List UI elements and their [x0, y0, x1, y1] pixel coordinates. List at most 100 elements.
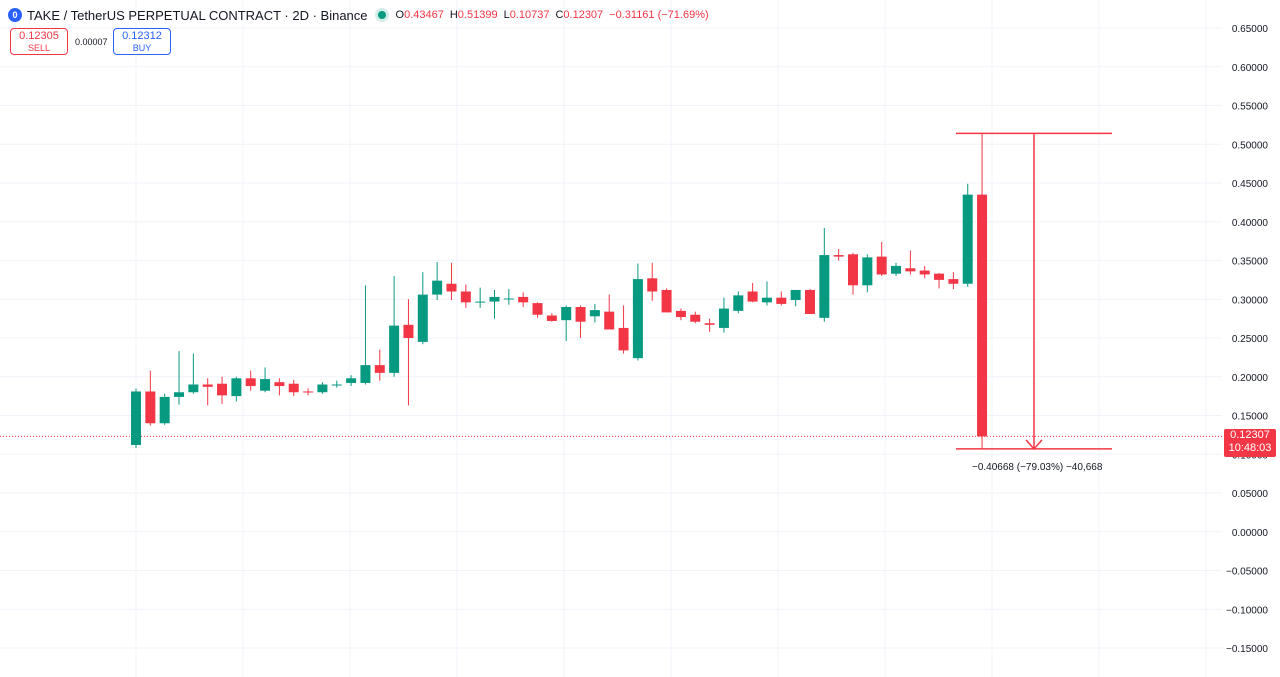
candle-body[interactable] [632, 279, 643, 359]
high-label: H [449, 9, 458, 21]
buy-label: BUY [132, 43, 152, 53]
candle-body[interactable] [575, 307, 586, 322]
candle-body[interactable] [432, 280, 443, 295]
candle-body[interactable] [274, 382, 285, 387]
candle-body[interactable] [231, 378, 242, 397]
candle-body[interactable] [618, 327, 629, 351]
candle-body[interactable] [862, 257, 873, 286]
axis-tick-label: 0.55000 [1232, 102, 1269, 113]
price-axis[interactable]: 0.65000 0.60000 0.55000 0.50000 0.45000 … [1226, 24, 1268, 655]
axis-tick-label: 0.20000 [1232, 373, 1269, 384]
axis-tick-label: 0.65000 [1232, 24, 1269, 35]
candle-body[interactable] [833, 255, 844, 257]
candle-body[interactable] [704, 323, 715, 325]
buy-button[interactable]: 0.12312 BUY [113, 28, 171, 55]
symbol-header: 0 TAKE / TetherUS PERPETUAL CONTRACT · 2… [8, 6, 709, 24]
low-value: 0.10737 [509, 9, 550, 21]
candle-body[interactable] [790, 289, 801, 301]
last-price-value: 0.12307 [1230, 429, 1270, 441]
candle-body[interactable] [317, 384, 328, 393]
candle-body[interactable] [417, 294, 428, 342]
candle-body[interactable] [131, 391, 141, 445]
axis-tick-label: 0.40000 [1232, 218, 1269, 229]
candle-body[interactable] [460, 291, 471, 303]
candle-body[interactable] [776, 297, 787, 304]
candle-body[interactable] [977, 194, 988, 437]
open-value: 0.43467 [404, 9, 444, 21]
candle-body[interactable] [747, 291, 758, 302]
candle-body[interactable] [245, 378, 256, 387]
measure-tool[interactable] [956, 132, 1112, 450]
candle-body[interactable] [532, 303, 543, 315]
axis-tick-label: 0.60000 [1232, 63, 1269, 74]
candle-body[interactable] [546, 315, 557, 321]
candle-body[interactable] [174, 392, 185, 397]
candle-body[interactable] [260, 379, 271, 391]
chart-grid [0, 0, 1222, 677]
candle-body[interactable] [848, 254, 858, 286]
candle-body[interactable] [389, 325, 400, 373]
axis-tick-label: 0.45000 [1232, 179, 1269, 190]
candle-body[interactable] [518, 296, 529, 303]
last-price-label: 0.12307 10:48:03 [1224, 429, 1276, 457]
candle-body[interactable] [589, 310, 600, 317]
candle-body[interactable] [819, 255, 830, 318]
candle-body[interactable] [188, 384, 199, 393]
candle-body[interactable] [331, 384, 342, 386]
candle-body[interactable] [718, 308, 729, 328]
candle-body[interactable] [346, 378, 357, 383]
measure-arrow-icon [1025, 439, 1043, 450]
sell-label: SELL [27, 43, 51, 53]
candle-body[interactable] [202, 384, 213, 387]
axis-tick-label: 0.00000 [1232, 528, 1269, 539]
candle-body[interactable] [661, 289, 672, 313]
open-label: O [395, 9, 405, 21]
candle-body[interactable] [446, 283, 457, 292]
candle-body[interactable] [804, 289, 815, 314]
candle-body[interactable] [675, 310, 686, 318]
axis-tick-label: −0.05000 [1226, 567, 1268, 578]
candle-body[interactable] [919, 270, 930, 275]
candle-body[interactable] [561, 307, 572, 321]
candle-body[interactable] [905, 268, 916, 272]
axis-tick-label: 0.50000 [1232, 140, 1269, 151]
candle-body[interactable] [733, 295, 744, 311]
candle-body[interactable] [604, 311, 615, 330]
candle-body[interactable] [145, 391, 156, 424]
axis-tick-label: 0.15000 [1232, 412, 1269, 423]
bar-countdown: 10:48:03 [1228, 442, 1272, 454]
candle-body[interactable] [690, 314, 701, 322]
candle-body[interactable] [303, 391, 314, 393]
candle-body[interactable] [891, 265, 902, 274]
axis-tick-label: −0.15000 [1226, 644, 1268, 655]
candle-body[interactable] [934, 273, 945, 280]
close-label: C [555, 9, 564, 21]
low-label: L [503, 9, 510, 21]
candle-body[interactable] [403, 324, 414, 338]
coin-logo-icon: 0 [8, 8, 22, 22]
candle-body[interactable] [948, 279, 959, 284]
axis-tick-label: 0.05000 [1232, 489, 1269, 500]
high-value: 0.51399 [457, 9, 498, 21]
symbol-title[interactable]: TAKE / TetherUS PERPETUAL CONTRACT · 2D … [27, 7, 368, 23]
candle-body[interactable] [374, 365, 385, 373]
change-value: −0.31161 (−71.69%) [609, 9, 709, 21]
candle-body[interactable] [761, 297, 772, 303]
candle-body[interactable] [360, 365, 371, 383]
axis-tick-label: 0.30000 [1232, 295, 1269, 306]
candle-body[interactable] [503, 298, 514, 300]
candle-body[interactable] [288, 383, 299, 393]
sell-button[interactable]: 0.12305 SELL [10, 28, 68, 55]
candle-body[interactable] [876, 256, 887, 275]
market-open-status-icon [377, 11, 386, 19]
candle-body[interactable] [647, 278, 658, 292]
candle-body[interactable] [475, 301, 486, 303]
candle-body[interactable] [159, 396, 170, 424]
candle-body[interactable] [962, 194, 973, 284]
candles-group[interactable] [131, 133, 988, 449]
candle-body[interactable] [217, 383, 228, 396]
sell-price: 0.12305 [19, 30, 59, 42]
axis-tick-label: −0.10000 [1226, 605, 1268, 616]
candle-body[interactable] [489, 296, 500, 302]
